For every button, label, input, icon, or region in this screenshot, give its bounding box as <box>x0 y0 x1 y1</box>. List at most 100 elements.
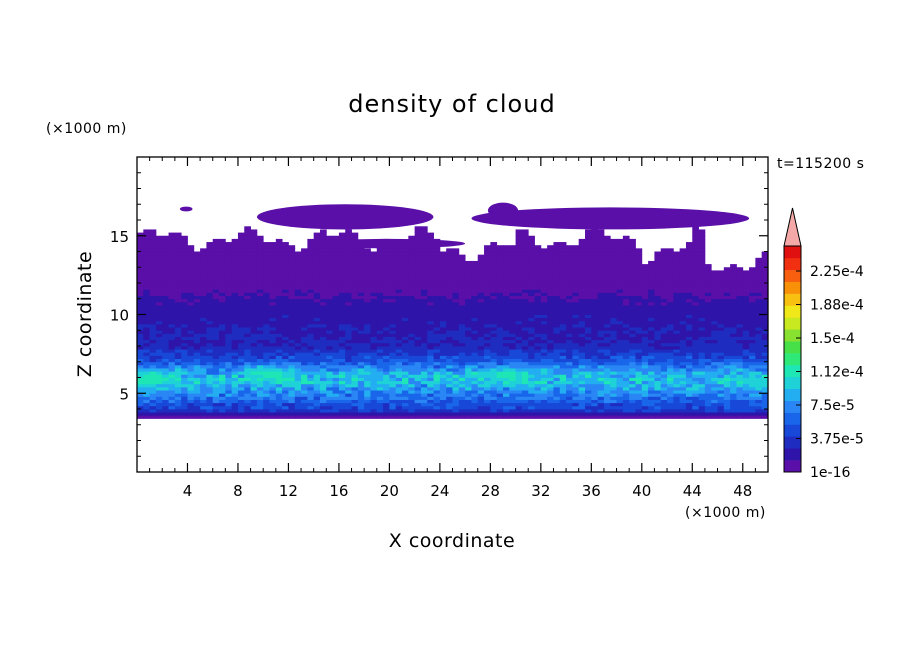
density-cell <box>162 308 169 312</box>
density-cell <box>288 264 296 268</box>
density-cell <box>168 361 176 366</box>
density-cell <box>654 409 662 413</box>
density-cell <box>635 371 643 375</box>
density-cell <box>610 320 617 325</box>
density-cell <box>275 339 283 344</box>
density-cell <box>338 320 346 325</box>
density-cell <box>433 333 441 337</box>
density-cell <box>629 301 636 306</box>
density-cell <box>654 327 662 331</box>
density-cell <box>685 346 693 350</box>
density-cell <box>654 317 662 322</box>
density-cell <box>496 399 504 404</box>
density-cell <box>692 377 699 382</box>
density-cell <box>231 242 239 246</box>
density-cell <box>414 396 422 400</box>
density-cell <box>654 270 662 274</box>
density-cell <box>610 257 617 262</box>
density-cell <box>357 308 365 312</box>
density-cell <box>660 251 668 256</box>
density-cell <box>591 355 599 359</box>
density-cell <box>585 273 592 278</box>
density-cell <box>502 305 510 309</box>
density-cell <box>673 283 681 287</box>
density-cell <box>219 317 226 322</box>
density-cell <box>288 355 296 359</box>
density-cell <box>395 308 403 312</box>
density-cell <box>338 257 346 262</box>
density-cell <box>528 333 535 337</box>
density-cell <box>408 368 416 372</box>
density-cell <box>572 245 580 249</box>
density-cell <box>250 248 258 252</box>
density-cell <box>471 301 479 306</box>
density-cell <box>509 355 516 359</box>
density-cell <box>408 346 416 350</box>
density-cell <box>294 267 302 271</box>
density-cell <box>206 298 214 303</box>
density-cell <box>622 270 630 274</box>
density-cell <box>427 415 434 419</box>
density-cell <box>654 374 662 378</box>
density-cell <box>566 396 573 400</box>
density-cell <box>168 311 176 315</box>
density-cell <box>528 390 535 394</box>
density-cell <box>301 393 308 397</box>
density-cell <box>275 415 283 419</box>
density-cell <box>679 333 687 337</box>
density-cell <box>477 342 485 347</box>
density-cell <box>660 405 668 410</box>
density-cell <box>629 330 636 334</box>
density-cell <box>603 264 611 268</box>
density-cell <box>181 270 188 274</box>
density-cell <box>275 342 283 347</box>
density-cell <box>319 232 327 237</box>
density-cell <box>275 254 283 259</box>
density-cell <box>244 380 251 385</box>
density-cell <box>282 368 289 372</box>
density-cell <box>509 327 516 331</box>
density-cell <box>206 333 214 337</box>
density-cell <box>174 380 182 385</box>
density-cell <box>585 374 592 378</box>
density-cell <box>610 330 617 334</box>
density-cell <box>427 323 434 328</box>
density-cell <box>610 409 617 413</box>
density-cell <box>250 339 258 344</box>
density-cell <box>244 405 251 410</box>
density-cell <box>559 371 567 375</box>
density-cell <box>187 333 195 337</box>
density-cell <box>225 390 233 394</box>
density-cell <box>275 399 283 404</box>
density-cell <box>225 361 233 366</box>
density-cell <box>294 386 302 391</box>
density-cell <box>540 260 548 265</box>
density-cell <box>282 242 289 246</box>
density-cell <box>357 405 365 410</box>
density-cell <box>616 415 624 419</box>
density-cell <box>357 320 365 325</box>
density-cell <box>174 273 182 278</box>
density-cell <box>282 405 289 410</box>
density-cell <box>206 317 214 322</box>
density-cell <box>345 349 352 353</box>
density-cell <box>610 393 617 397</box>
density-cell <box>528 242 535 246</box>
density-cell <box>364 327 371 331</box>
density-cell <box>547 412 554 416</box>
density-cell <box>660 396 668 400</box>
density-cell <box>269 270 277 274</box>
density-cell <box>149 355 157 359</box>
density-cell <box>515 409 523 413</box>
density-cell <box>275 238 283 243</box>
density-cell <box>502 390 510 394</box>
density-cell <box>357 292 365 296</box>
density-cell <box>547 333 554 337</box>
density-cell <box>610 314 617 319</box>
density-cell <box>212 393 220 397</box>
density-cell <box>477 267 485 271</box>
density-cell <box>181 377 188 382</box>
density-cell <box>212 311 220 315</box>
density-cell <box>622 276 630 281</box>
density-cell <box>641 311 649 315</box>
